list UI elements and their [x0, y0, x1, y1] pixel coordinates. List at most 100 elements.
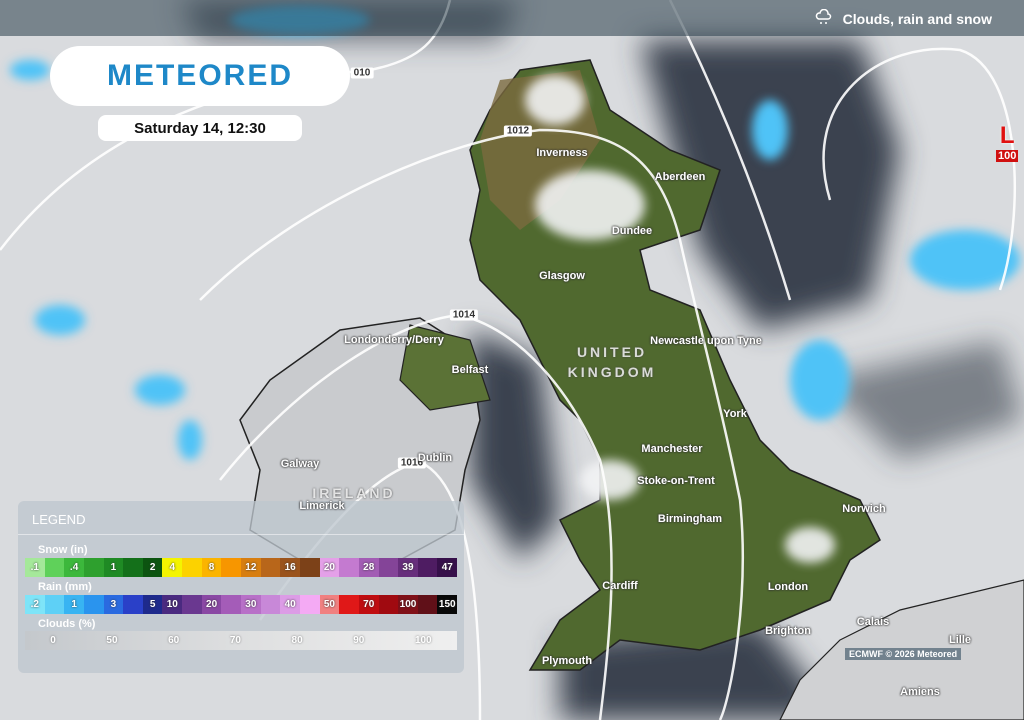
city-label[interactable]: Cardiff	[602, 580, 638, 592]
clouds-scale-tick: 60	[168, 635, 180, 646]
rain-scale-cell	[378, 595, 399, 614]
snow-scale-cell: 28	[358, 558, 379, 577]
ireland-land	[239, 317, 491, 561]
low-pressure-marker: L 100	[996, 122, 1019, 162]
legend-title: LEGEND	[32, 512, 86, 527]
rain-scale-cell	[44, 595, 65, 614]
snow-scale-cell: 47	[437, 558, 458, 577]
snow-legend-label: Snow (in)	[38, 544, 88, 556]
rain-scale-cell: 40	[280, 595, 300, 614]
city-label[interactable]: Londonderry/Derry	[344, 334, 444, 346]
clouds-scale-tick: 100	[414, 635, 432, 646]
rain-scale-cell: 20	[201, 595, 222, 614]
city-label[interactable]: Lille	[948, 634, 972, 646]
snow-scale-cell	[299, 558, 320, 577]
city-label[interactable]: Glasgow	[539, 270, 585, 282]
rain-scale-cell: 30	[241, 595, 261, 614]
snow-scale-cell	[260, 558, 281, 577]
isobar-label: 1012	[503, 125, 533, 137]
snow-scale-cell: 1	[103, 558, 124, 577]
snow-scale-cell	[44, 558, 65, 577]
layer-selector[interactable]: Clouds, rain and snow	[815, 8, 992, 28]
snow-scale-cell	[339, 558, 359, 577]
top-bar	[0, 0, 1024, 36]
city-label[interactable]: Dublin	[417, 452, 453, 464]
country-label: KINGDOM	[567, 364, 657, 380]
clouds-scale-tick: 70	[229, 635, 241, 646]
rain-scale-cell	[339, 595, 359, 614]
low-pressure-value: 100	[996, 150, 1019, 162]
rain-scale-cell: 10	[162, 595, 183, 614]
meteored-logo[interactable]: METEORED	[50, 46, 350, 106]
rain-scale-cell: 1	[64, 595, 84, 614]
city-label[interactable]: Stoke-on-Trent	[637, 475, 715, 487]
city-label[interactable]: Galway	[280, 458, 320, 470]
rain-scale-cell	[83, 595, 104, 614]
snow-scale-cell	[417, 558, 438, 577]
snow-scale-cell	[123, 558, 143, 577]
city-label[interactable]: Norwich	[842, 503, 886, 515]
isobar-label: 1016	[397, 457, 427, 469]
city-label[interactable]: Amiens	[900, 686, 940, 698]
city-label[interactable]: Inverness	[536, 147, 588, 159]
rain-color-scale: .2 1 3 5 10 20 30 40 50 70 100 150	[25, 595, 458, 614]
snow-scale-cell: .1	[25, 558, 45, 577]
rain-scale-cell	[182, 595, 202, 614]
cloud-rain-snow-icon	[815, 8, 833, 28]
light-cloud-patches	[525, 75, 835, 563]
city-label[interactable]: Plymouth	[541, 655, 593, 667]
rain-scale-cell	[299, 595, 320, 614]
city-label[interactable]: Limerick	[299, 500, 345, 512]
rain-scale-cell	[417, 595, 438, 614]
isobar-label: 010	[350, 67, 374, 79]
snow-scale-cell	[83, 558, 104, 577]
snow-scale-cell: 39	[398, 558, 418, 577]
city-label[interactable]: Birmingham	[657, 513, 723, 525]
rain-scale-cell: 150	[437, 595, 458, 614]
clouds-scale-tick: 50	[106, 635, 118, 646]
snow-scale-cell: 12	[241, 558, 261, 577]
city-label[interactable]: London	[767, 581, 809, 593]
rain-scale-cell	[260, 595, 281, 614]
snow-scale-cell	[378, 558, 399, 577]
rain-scale-cell	[221, 595, 242, 614]
city-label[interactable]: Newcastle upon Tyne	[650, 335, 762, 347]
copyright: ECMWF © 2026 Meteored	[845, 648, 962, 660]
city-label[interactable]: Belfast	[451, 364, 489, 376]
snow-scale-cell: 4	[162, 558, 183, 577]
low-label: L	[999, 122, 1015, 149]
country-label: IRELAND	[312, 485, 396, 501]
snow-scale-cell: 8	[201, 558, 222, 577]
rain-scale-cell: 50	[319, 595, 340, 614]
clouds-color-scale: 0 50 60 70 80 90 100	[25, 631, 457, 650]
country-label: UNITED	[576, 344, 648, 360]
rain-scale-cell: 3	[103, 595, 124, 614]
snow-scale-cell: 16	[280, 558, 300, 577]
legend-panel: LEGEND Snow (in) .1.4 1 2 4 8 12 16 20 28 39 47 Ra…	[18, 501, 464, 673]
clouds-legend-label: Clouds (%)	[38, 618, 96, 630]
snow-scale-cell: 2	[142, 558, 163, 577]
snow-color-scale: .1.4 1 2 4 8 12 16 20 28 39 47	[25, 558, 458, 577]
snow-scale-cell: 20	[319, 558, 340, 577]
snow-scale-cell	[221, 558, 242, 577]
rain-scale-cell: .2	[25, 595, 45, 614]
rain-legend-label: Rain (mm)	[38, 581, 92, 593]
snow-scale-cell	[182, 558, 202, 577]
city-label[interactable]: Aberdeen	[654, 171, 706, 183]
city-label[interactable]: Manchester	[641, 443, 703, 455]
city-label[interactable]: Brighton	[765, 625, 811, 637]
legend-divider	[18, 534, 464, 535]
forecast-datetime[interactable]: Saturday 14, 12:30	[98, 115, 302, 141]
layer-title: Clouds, rain and snow	[842, 10, 992, 27]
isobar-label: 1014	[449, 309, 479, 321]
rain-scale-cell	[123, 595, 143, 614]
snow-scale-cell: .4	[64, 558, 84, 577]
clouds-scale-tick: 90	[353, 635, 365, 646]
city-label[interactable]: Calais	[856, 616, 890, 628]
rain-scale-cell: 100	[398, 595, 418, 614]
city-label[interactable]: Dundee	[611, 225, 653, 237]
rain-scale-cell: 5	[142, 595, 163, 614]
clouds-scale-tick: 80	[291, 635, 303, 646]
city-label[interactable]: York	[723, 408, 747, 420]
